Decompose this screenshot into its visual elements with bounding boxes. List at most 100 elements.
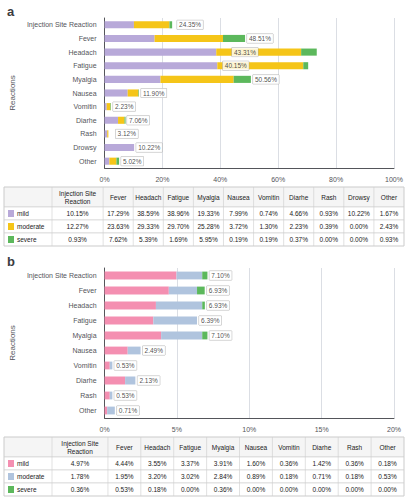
- svg-text:Diarhe: Diarhe: [76, 377, 97, 384]
- svg-text:a: a: [7, 4, 15, 19]
- svg-text:0.71%: 0.71%: [119, 407, 138, 414]
- svg-text:Myalgia: Myalgia: [72, 332, 96, 340]
- svg-text:severe: severe: [17, 486, 37, 493]
- svg-text:4.66%: 4.66%: [289, 210, 308, 217]
- svg-text:38.96%: 38.96%: [167, 210, 189, 217]
- svg-text:0.00%: 0.00%: [320, 236, 339, 243]
- svg-text:19.33%: 19.33%: [197, 210, 219, 217]
- svg-text:Reaction: Reaction: [67, 448, 93, 455]
- svg-text:7.99%: 7.99%: [229, 210, 248, 217]
- svg-text:5.39%: 5.39%: [139, 236, 158, 243]
- svg-text:0.93%: 0.93%: [320, 210, 339, 217]
- svg-text:0.93%: 0.93%: [68, 236, 87, 243]
- svg-text:Diarhe: Diarhe: [289, 194, 309, 201]
- svg-text:29.33%: 29.33%: [137, 223, 159, 230]
- svg-text:0.53%: 0.53%: [378, 473, 397, 480]
- svg-text:0.00%: 0.00%: [345, 486, 364, 493]
- svg-text:1.42%: 1.42%: [313, 460, 332, 467]
- svg-text:0.93%: 0.93%: [380, 236, 399, 243]
- svg-text:1.95%: 1.95%: [115, 473, 134, 480]
- svg-text:Fever: Fever: [116, 444, 133, 451]
- svg-text:Fatigue: Fatigue: [73, 317, 96, 325]
- svg-text:7.10%: 7.10%: [211, 332, 230, 339]
- svg-text:3.72%: 3.72%: [229, 223, 248, 230]
- svg-text:Headach: Headach: [69, 49, 97, 56]
- svg-text:3.91%: 3.91%: [214, 460, 233, 467]
- svg-text:10.22%: 10.22%: [348, 210, 370, 217]
- svg-text:severe: severe: [17, 236, 37, 243]
- svg-text:0.00%: 0.00%: [378, 486, 397, 493]
- svg-text:mild: mild: [17, 210, 29, 217]
- svg-text:0.71%: 0.71%: [313, 473, 332, 480]
- svg-text:mild: mild: [17, 460, 29, 467]
- svg-text:Other: Other: [379, 444, 396, 451]
- svg-text:Vomitin: Vomitin: [278, 444, 300, 451]
- svg-text:b: b: [7, 254, 15, 269]
- svg-text:Drowsy: Drowsy: [73, 144, 97, 152]
- svg-text:0.39%: 0.39%: [320, 223, 339, 230]
- svg-text:1.69%: 1.69%: [169, 236, 188, 243]
- svg-text:0.18%: 0.18%: [148, 486, 167, 493]
- svg-text:Other: Other: [79, 407, 97, 414]
- svg-text:Fever: Fever: [79, 287, 98, 294]
- svg-text:0.89%: 0.89%: [247, 473, 266, 480]
- svg-text:3.02%: 3.02%: [181, 473, 200, 480]
- svg-text:0.53%: 0.53%: [116, 362, 135, 369]
- svg-text:0%: 0%: [99, 426, 109, 433]
- svg-text:Injection Site: Injection Site: [59, 190, 97, 198]
- svg-text:1.60%: 1.60%: [247, 460, 266, 467]
- svg-text:50.56%: 50.56%: [255, 76, 277, 83]
- svg-text:Diarhe: Diarhe: [312, 444, 332, 451]
- svg-text:3.20%: 3.20%: [148, 473, 167, 480]
- svg-text:Fever: Fever: [79, 35, 98, 42]
- svg-text:2.23%: 2.23%: [289, 223, 308, 230]
- svg-text:2.13%: 2.13%: [139, 377, 158, 384]
- svg-text:20%: 20%: [387, 426, 401, 433]
- svg-text:4.97%: 4.97%: [71, 460, 90, 467]
- svg-text:Vomitin: Vomitin: [74, 362, 97, 369]
- svg-text:Nausea: Nausea: [72, 90, 96, 97]
- svg-text:Diarhe: Diarhe: [76, 117, 97, 124]
- svg-text:0.19%: 0.19%: [229, 236, 248, 243]
- svg-text:Reactions: Reactions: [8, 75, 17, 111]
- svg-text:0.53%: 0.53%: [116, 392, 135, 399]
- svg-text:Vomitin: Vomitin: [258, 194, 280, 201]
- svg-text:2.84%: 2.84%: [214, 473, 233, 480]
- svg-text:Injection Site Reaction: Injection Site Reaction: [27, 21, 97, 29]
- svg-text:17.29%: 17.29%: [107, 210, 129, 217]
- svg-text:3.55%: 3.55%: [148, 460, 167, 467]
- svg-text:12.27%: 12.27%: [67, 223, 89, 230]
- svg-text:15%: 15%: [315, 426, 329, 433]
- svg-text:Injection Site Reaction: Injection Site Reaction: [27, 272, 97, 280]
- svg-text:5.02%: 5.02%: [123, 158, 142, 165]
- svg-text:Rash: Rash: [321, 194, 337, 201]
- svg-text:2.49%: 2.49%: [145, 347, 164, 354]
- svg-text:Headach: Headach: [69, 302, 97, 309]
- svg-text:43.31%: 43.31%: [234, 49, 256, 56]
- svg-text:7.06%: 7.06%: [129, 117, 148, 124]
- svg-text:Myalgia: Myalgia: [212, 444, 235, 452]
- svg-text:3.12%: 3.12%: [118, 130, 137, 137]
- svg-text:Injection Site: Injection Site: [61, 440, 99, 448]
- svg-text:1.30%: 1.30%: [259, 223, 278, 230]
- svg-text:48.51%: 48.51%: [249, 35, 271, 42]
- svg-text:Headach: Headach: [144, 444, 170, 451]
- svg-text:0.18%: 0.18%: [280, 473, 299, 480]
- svg-text:4.44%: 4.44%: [115, 460, 134, 467]
- svg-text:24.35%: 24.35%: [179, 21, 201, 28]
- svg-text:38.59%: 38.59%: [137, 210, 159, 217]
- svg-text:moderate: moderate: [17, 473, 45, 480]
- svg-text:0.36%: 0.36%: [345, 460, 364, 467]
- svg-text:7.62%: 7.62%: [109, 236, 128, 243]
- svg-text:Fatigue: Fatigue: [179, 444, 201, 452]
- svg-text:Rash: Rash: [347, 444, 363, 451]
- svg-text:0.00%: 0.00%: [350, 236, 369, 243]
- svg-text:0.18%: 0.18%: [378, 460, 397, 467]
- svg-text:Nausea: Nausea: [227, 194, 250, 201]
- svg-text:0.53%: 0.53%: [115, 486, 134, 493]
- svg-text:6.93%: 6.93%: [209, 287, 228, 294]
- svg-text:0.19%: 0.19%: [259, 236, 278, 243]
- svg-text:0.36%: 0.36%: [71, 486, 90, 493]
- svg-text:Reaction: Reaction: [65, 198, 91, 205]
- svg-text:0.00%: 0.00%: [350, 223, 369, 230]
